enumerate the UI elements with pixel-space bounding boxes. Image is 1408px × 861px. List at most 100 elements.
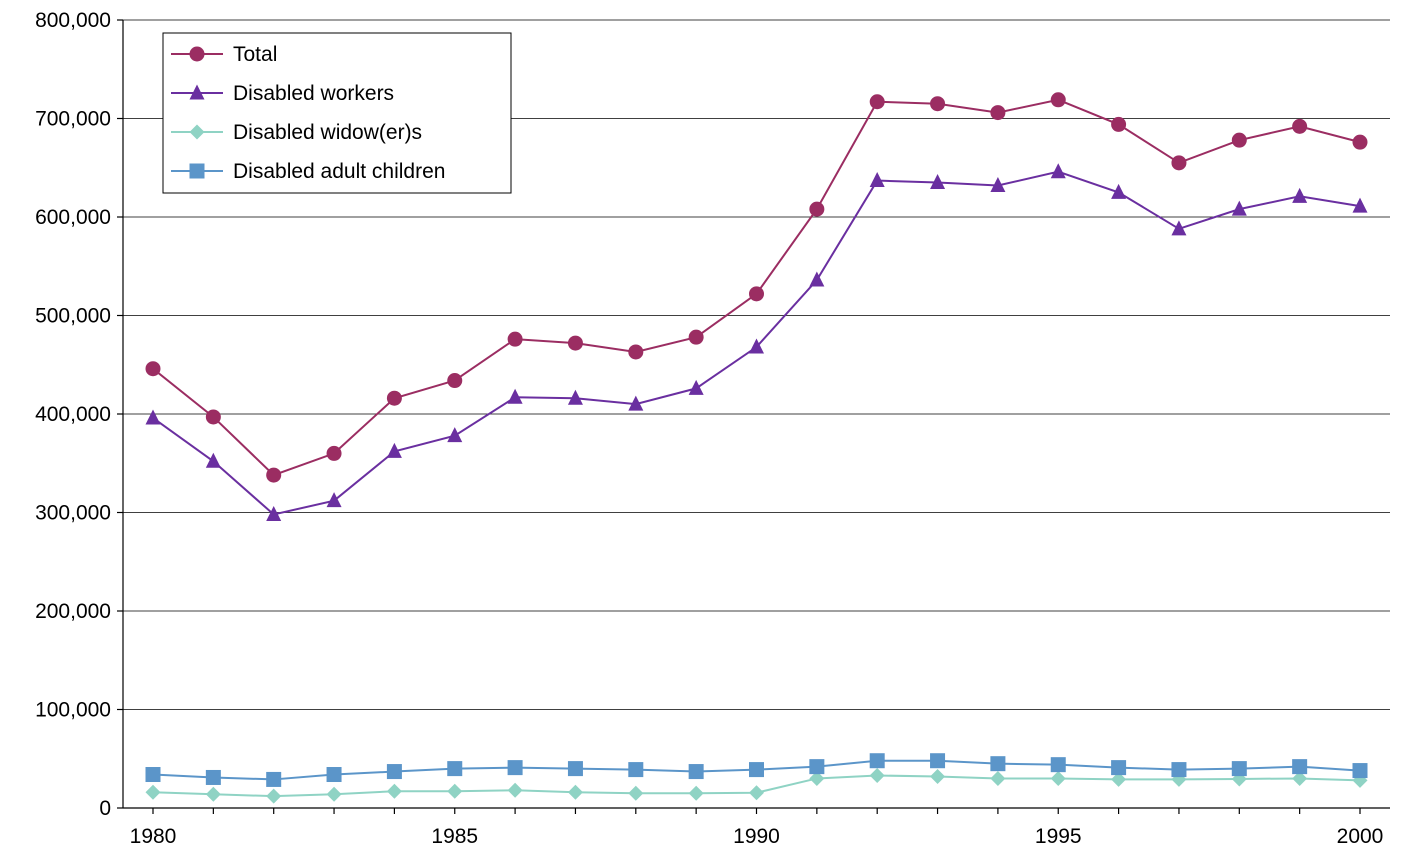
data-point-disabled-widow-er-s [930, 768, 946, 784]
data-point-disabled-adult-children [1111, 760, 1127, 776]
legend-marker [189, 124, 205, 140]
data-point-disabled-workers [990, 176, 1006, 192]
y-tick-label: 200,000 [35, 600, 111, 623]
data-point-disabled-workers [205, 452, 221, 468]
data-point-disabled-adult-children [809, 759, 825, 775]
data-point-disabled-widow-er-s [1050, 770, 1066, 786]
data-point-total [205, 409, 221, 425]
legend-marker [189, 84, 205, 100]
data-point-disabled-adult-children [688, 764, 704, 780]
data-point-total [809, 201, 825, 217]
x-tick-label: 1985 [431, 825, 478, 848]
data-point-disabled-adult-children [1171, 762, 1187, 778]
legend-item-disabled-workers: Disabled workers [171, 82, 394, 105]
legend-label: Disabled adult children [233, 160, 445, 183]
data-point-disabled-workers [809, 271, 825, 287]
data-point-disabled-workers [447, 427, 463, 443]
y-tick-label: 300,000 [35, 502, 111, 525]
legend: Total Disabled workers Disabled widow(er)s… [162, 32, 512, 194]
data-point-disabled-adult-children [507, 760, 523, 776]
legend-item-total: Total [171, 43, 277, 66]
data-point-total [507, 331, 523, 347]
data-point-disabled-workers [1292, 187, 1308, 203]
data-point-disabled-widow-er-s [749, 785, 764, 801]
series-disabled-workers [145, 163, 1368, 521]
legend-label: Disabled widow(er)s [233, 121, 422, 144]
legend-box [162, 32, 512, 194]
data-point-disabled-widow-er-s [447, 783, 463, 799]
series-layer [145, 92, 1368, 804]
data-point-disabled-adult-children [930, 753, 946, 769]
data-point-disabled-workers [145, 409, 161, 425]
data-point-disabled-adult-children [1050, 757, 1066, 773]
data-point-disabled-adult-children [386, 764, 402, 780]
data-point-total [1111, 116, 1127, 132]
data-point-disabled-workers [749, 338, 764, 354]
data-point-disabled-adult-children [990, 756, 1006, 772]
x-tick-label: 2000 [1337, 825, 1384, 848]
data-point-total [1292, 118, 1308, 134]
data-point-total [386, 390, 402, 406]
data-point-total [930, 96, 946, 112]
y-tick-label: 700,000 [35, 108, 111, 131]
series-total [145, 92, 1368, 483]
x-axis-ticks: 1980 1985 1990 1995 2000 [130, 808, 1384, 848]
legend-item-disabled-widow-er-s: Disabled widow(er)s [171, 121, 422, 144]
data-point-disabled-adult-children [628, 762, 644, 778]
data-point-disabled-adult-children [869, 753, 885, 769]
data-point-disabled-adult-children [1292, 759, 1308, 775]
data-point-disabled-widow-er-s [326, 786, 342, 802]
data-point-disabled-adult-children [266, 771, 282, 787]
legend-marker [189, 163, 205, 179]
y-axis-ticks: 0 100,000 200,000 300,000 400,000 500,000 600,… [35, 9, 123, 820]
data-point-disabled-workers [1050, 163, 1066, 179]
data-point-total [869, 94, 885, 110]
data-point-disabled-adult-children [1352, 763, 1368, 779]
data-point-disabled-workers [869, 172, 885, 188]
legend-label: Total [233, 43, 277, 66]
data-point-disabled-workers [1352, 197, 1368, 213]
y-tick-label: 500,000 [35, 305, 111, 328]
data-point-disabled-workers [266, 505, 282, 521]
data-point-disabled-widow-er-s [386, 783, 402, 799]
data-point-disabled-adult-children [326, 767, 342, 783]
data-point-total [326, 445, 342, 461]
data-point-disabled-workers [386, 442, 402, 458]
x-tick-label: 1995 [1035, 825, 1082, 848]
data-point-disabled-widow-er-s [1111, 771, 1127, 787]
data-point-total [145, 361, 161, 377]
data-point-disabled-widow-er-s [628, 785, 644, 801]
data-point-total [567, 335, 583, 351]
y-tick-label: 600,000 [35, 206, 111, 229]
data-point-disabled-widow-er-s [507, 782, 523, 798]
data-point-disabled-workers [1231, 200, 1247, 216]
data-point-disabled-widow-er-s [1292, 770, 1308, 786]
data-point-total [266, 467, 282, 483]
data-point-total [1050, 92, 1066, 108]
data-point-disabled-adult-children [205, 769, 221, 785]
data-point-disabled-workers [628, 395, 644, 411]
y-tick-label: 0 [99, 797, 111, 820]
data-point-disabled-adult-children [447, 761, 463, 777]
data-point-disabled-widow-er-s [205, 786, 221, 802]
data-point-total [1352, 134, 1368, 150]
data-point-total [1231, 132, 1247, 148]
data-point-disabled-widow-er-s [688, 785, 704, 801]
data-point-disabled-widow-er-s [567, 784, 583, 800]
data-point-total [688, 329, 704, 345]
legend-marker [189, 46, 205, 62]
data-point-total [1171, 155, 1187, 171]
data-point-disabled-adult-children [567, 761, 583, 777]
data-point-disabled-widow-er-s [869, 767, 885, 783]
data-point-disabled-adult-children [749, 762, 764, 778]
y-tick-label: 400,000 [35, 403, 111, 426]
data-point-disabled-workers [688, 379, 704, 395]
data-point-disabled-adult-children [1231, 761, 1247, 777]
x-tick-label: 1980 [130, 825, 177, 848]
data-point-disabled-workers [326, 492, 342, 508]
legend-label: Disabled workers [233, 82, 394, 105]
y-tick-label: 800,000 [35, 9, 111, 32]
data-point-total [749, 286, 764, 302]
data-point-total [447, 373, 463, 389]
